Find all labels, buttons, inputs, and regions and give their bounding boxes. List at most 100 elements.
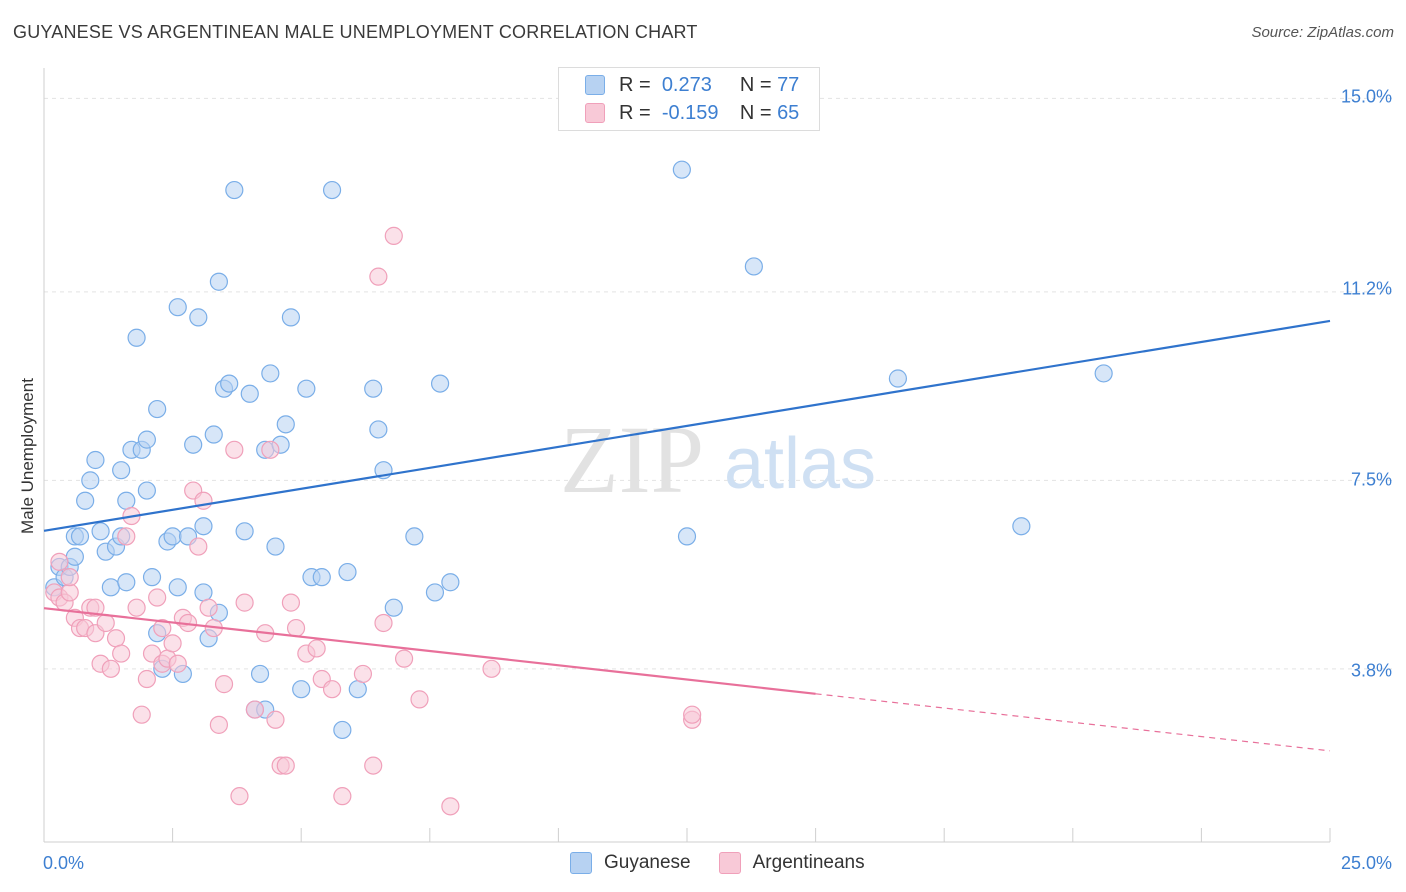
point-argentineans xyxy=(86,598,105,617)
series-label-argentineans: Argentineans xyxy=(752,852,865,873)
series-legend: Guyanese Argentineans xyxy=(570,852,893,874)
point-guyanese xyxy=(425,583,445,602)
point-guyanese xyxy=(204,425,223,444)
point-guyanese xyxy=(163,527,182,546)
point-argentineans xyxy=(137,669,156,689)
legend-r-label: R = xyxy=(619,73,651,96)
point-argentineans xyxy=(112,644,131,663)
point-argentineans xyxy=(276,756,295,775)
point-guyanese xyxy=(338,562,357,582)
point-guyanese xyxy=(235,522,254,541)
point-argentineans xyxy=(96,613,115,633)
point-argentineans xyxy=(117,527,136,546)
point-guyanese xyxy=(209,272,228,291)
axes xyxy=(43,68,1331,843)
point-guyanese xyxy=(76,491,95,510)
point-guyanese xyxy=(888,369,908,388)
y-tick-label-15: 15.0% xyxy=(1340,86,1392,107)
point-guyanese xyxy=(168,298,187,317)
point-guyanese xyxy=(91,522,110,541)
legend-r-value: 0.273 xyxy=(661,73,712,96)
point-argentineans xyxy=(286,618,306,638)
point-guyanese xyxy=(220,374,239,393)
legend-r-label: R = xyxy=(619,101,651,124)
point-guyanese xyxy=(112,461,131,480)
point-argentineans xyxy=(322,680,342,699)
point-argentineans xyxy=(384,226,403,245)
point-argentineans xyxy=(163,634,182,653)
point-guyanese xyxy=(312,568,331,587)
point-guyanese xyxy=(292,680,311,699)
trend-line-argentineans-extrapolated xyxy=(815,693,1331,752)
point-guyanese xyxy=(101,578,120,597)
point-argentineans xyxy=(394,649,414,668)
point-guyanese xyxy=(672,160,691,179)
legend-swatch-guyanese xyxy=(585,75,605,95)
point-argentineans xyxy=(148,588,167,607)
source-label: Source: ZipAtlas.com xyxy=(1251,24,1394,41)
point-guyanese xyxy=(441,573,460,592)
point-argentineans xyxy=(369,267,388,286)
trend-line-guyanese xyxy=(43,319,1331,532)
point-guyanese xyxy=(276,415,295,434)
series-legend-argentineans[interactable]: Argentineans xyxy=(718,852,865,874)
point-guyanese xyxy=(194,517,213,536)
point-argentineans xyxy=(281,593,301,612)
series-swatch-argentineans xyxy=(718,852,741,874)
point-guyanese xyxy=(81,471,100,490)
x-tick-label-max: 25.0% xyxy=(1340,853,1392,873)
point-guyanese xyxy=(117,491,136,510)
point-argentineans xyxy=(230,787,249,806)
point-argentineans xyxy=(168,654,187,673)
point-guyanese xyxy=(281,308,301,327)
data-points xyxy=(45,160,1113,816)
point-guyanese xyxy=(384,598,403,617)
point-guyanese xyxy=(266,537,285,556)
point-guyanese xyxy=(70,527,90,546)
point-guyanese xyxy=(297,379,316,398)
point-argentineans xyxy=(60,583,79,602)
y-tick-label-7-5: 7.5% xyxy=(1350,469,1392,490)
point-guyanese xyxy=(250,664,270,684)
legend-row-argentineans: R = -0.159 N = 65 xyxy=(585,100,799,126)
point-argentineans xyxy=(225,440,244,459)
y-tick-label-11-2: 11.2% xyxy=(1342,278,1392,299)
point-argentineans xyxy=(482,659,501,678)
point-argentineans xyxy=(199,598,218,617)
point-guyanese xyxy=(142,568,162,587)
point-guyanese xyxy=(261,364,280,383)
legend-r-value: -0.159 xyxy=(661,101,719,124)
point-argentineans xyxy=(441,797,460,816)
point-guyanese xyxy=(333,720,352,740)
point-guyanese xyxy=(65,547,84,566)
series-label-guyanese: Guyanese xyxy=(604,852,691,873)
point-argentineans xyxy=(209,715,228,734)
point-argentineans xyxy=(153,618,172,638)
point-guyanese xyxy=(117,573,136,592)
point-guyanese xyxy=(194,583,213,602)
point-argentineans xyxy=(214,675,234,694)
point-guyanese xyxy=(1094,364,1113,383)
point-argentineans xyxy=(261,440,280,459)
point-argentineans xyxy=(333,787,352,806)
legend-row-guyanese: R = 0.273 N = 77 xyxy=(585,72,799,98)
point-guyanese xyxy=(677,527,697,546)
point-guyanese xyxy=(348,680,367,699)
point-argentineans xyxy=(353,664,373,684)
x-tick-label-min: 0.0% xyxy=(43,853,85,873)
point-guyanese xyxy=(137,481,156,500)
y-tick-label-3-8: 3.8% xyxy=(1350,660,1392,681)
legend-swatch-argentineans xyxy=(585,103,605,123)
legend-n-value: 65 xyxy=(777,101,800,124)
series-legend-guyanese[interactable]: Guyanese xyxy=(570,852,691,874)
point-argentineans xyxy=(132,705,151,724)
point-argentineans xyxy=(374,613,393,633)
trend-line-argentineans xyxy=(43,607,816,695)
point-guyanese xyxy=(189,308,208,327)
point-guyanese xyxy=(405,527,424,546)
point-guyanese xyxy=(364,379,383,398)
trend-lines xyxy=(43,319,1331,752)
watermark-atlas: atlas xyxy=(724,424,876,504)
point-guyanese xyxy=(744,257,763,276)
